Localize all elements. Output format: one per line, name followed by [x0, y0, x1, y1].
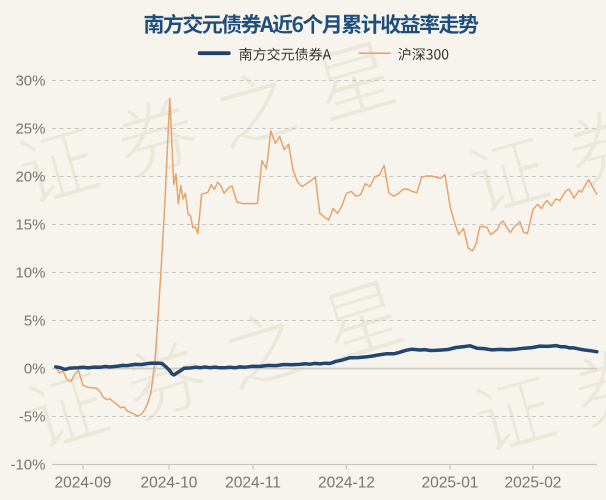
svg-text:-5%: -5% [19, 409, 46, 426]
svg-text:2024-09: 2024-09 [55, 475, 112, 492]
svg-text:25%: 25% [15, 121, 45, 138]
svg-text:2024-12: 2024-12 [318, 475, 375, 492]
svg-text:10%: 10% [15, 265, 45, 282]
svg-text:0%: 0% [24, 361, 46, 378]
svg-text:5%: 5% [24, 313, 46, 330]
svg-text:30%: 30% [15, 73, 45, 90]
svg-text:2025-01: 2025-01 [422, 475, 479, 492]
svg-text:-10%: -10% [10, 457, 45, 474]
svg-text:2025-02: 2025-02 [505, 475, 562, 492]
svg-text:15%: 15% [15, 217, 45, 234]
svg-text:2024-10: 2024-10 [141, 475, 198, 492]
svg-text:2024-11: 2024-11 [225, 475, 281, 492]
svg-text:20%: 20% [15, 169, 45, 186]
